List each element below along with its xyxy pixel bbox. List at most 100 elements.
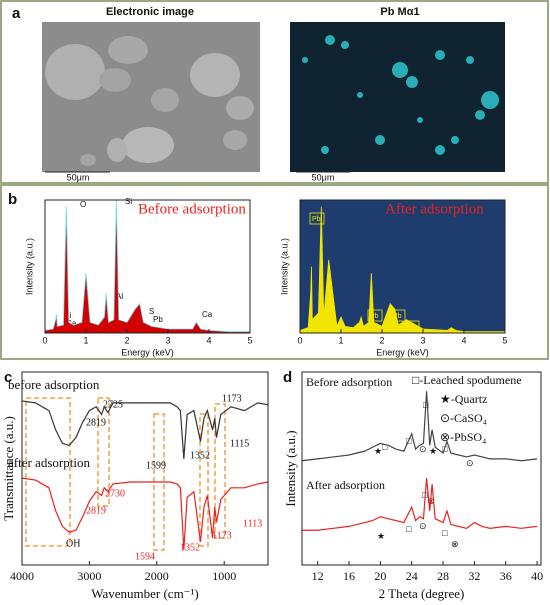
highlight-boxes bbox=[25, 397, 226, 551]
spectrum-line bbox=[21, 400, 269, 459]
x-tick-label: 32 bbox=[468, 569, 480, 583]
peak-label-box bbox=[367, 309, 383, 322]
peak-annotation: 1173 bbox=[222, 393, 242, 404]
peak-label: Pb bbox=[393, 313, 402, 320]
x-tick-label: 4000 bbox=[10, 569, 34, 583]
svg-text:⊙: ⊙ bbox=[466, 458, 474, 468]
plot-frame bbox=[44, 199, 251, 334]
spectrum-line bbox=[302, 478, 538, 531]
series-label: Before adsorption bbox=[306, 375, 392, 389]
scale-bar-label: 50μm bbox=[67, 172, 90, 182]
x-tick-label: 2 bbox=[379, 335, 384, 345]
x-tick-label: 1 bbox=[338, 335, 343, 345]
peak-label: Pb bbox=[407, 324, 416, 331]
peak-annotation: 1352 bbox=[190, 450, 210, 461]
panel-a-frame bbox=[0, 0, 549, 184]
svg-text:★: ★ bbox=[377, 531, 385, 541]
svg-text:□: □ bbox=[442, 528, 448, 538]
image-title: Pb Mα1 bbox=[380, 6, 419, 18]
spectrum-line bbox=[301, 391, 538, 462]
peak-annotation: 1352 bbox=[180, 542, 200, 553]
panel-b-frame bbox=[0, 184, 549, 360]
peak-label-box bbox=[309, 212, 325, 225]
svg-text:⊗: ⊗ bbox=[451, 539, 459, 549]
peak-label: Si bbox=[125, 197, 132, 206]
x-tick-label: 2 bbox=[124, 335, 129, 345]
svg-text:⊙: ⊙ bbox=[419, 444, 427, 454]
svg-text:★: ★ bbox=[374, 446, 382, 456]
spectrum-line bbox=[21, 477, 269, 550]
series-label: after adsorption bbox=[8, 455, 90, 470]
x-tick-label: 28 bbox=[437, 569, 449, 583]
panel-label: b bbox=[8, 191, 17, 208]
x-axis-label: Energy (keV) bbox=[376, 347, 429, 357]
x-tick-label: 4 bbox=[206, 335, 211, 345]
peak-annotation: OH bbox=[66, 538, 80, 549]
legend-entry: □-Leached spodumene bbox=[412, 373, 522, 387]
y-axis-label: Intensity (a.u.) bbox=[283, 430, 298, 506]
peak-label: O bbox=[80, 200, 86, 209]
scale-bar-label: 50μm bbox=[312, 172, 335, 182]
y-axis-label: Transmittance (a.u.) bbox=[1, 416, 16, 521]
svg-text:□: □ bbox=[382, 442, 388, 452]
plot-frame bbox=[21, 371, 269, 566]
peak-label: Ca bbox=[202, 310, 213, 319]
legend-entry: ⊗-PbSO₄ bbox=[440, 430, 486, 444]
x-tick-label: 3 bbox=[165, 335, 170, 345]
panel-label: c bbox=[4, 369, 12, 386]
image-title: Electronic image bbox=[106, 6, 194, 18]
x-tick-label: 0 bbox=[297, 335, 302, 345]
peak-label: Pb bbox=[312, 216, 321, 223]
peak-annotation: 2725 bbox=[103, 399, 123, 410]
peak-label-box bbox=[404, 320, 420, 333]
x-tick-label: 12 bbox=[312, 569, 324, 583]
plot-frame bbox=[299, 199, 506, 334]
peak-annotation: 2730 bbox=[105, 488, 125, 499]
x-tick-label: 5 bbox=[502, 335, 507, 345]
x-tick-label: 3 bbox=[420, 335, 425, 345]
x-tick-label: 5 bbox=[247, 335, 252, 345]
x-axis-label: 2 Theta (degree) bbox=[379, 586, 465, 601]
peak-annotation: 1599 bbox=[146, 460, 166, 471]
svg-text:⊙: ⊙ bbox=[419, 521, 427, 531]
legend-entry: ⊙-CaSO₄ bbox=[440, 411, 487, 425]
x-tick-label: 4 bbox=[461, 335, 466, 345]
x-axis-label: Wavenumber (cm⁻¹) bbox=[91, 586, 199, 601]
x-tick-label: 0 bbox=[42, 335, 47, 345]
x-tick-label: 3000 bbox=[77, 569, 101, 583]
y-axis-label: Intensity (a.u.) bbox=[279, 238, 289, 295]
peak-label: Pb bbox=[370, 313, 379, 320]
x-tick-label: 20 bbox=[374, 569, 386, 583]
panel-label: a bbox=[12, 5, 21, 22]
peak-annotation: 1594 bbox=[135, 551, 155, 562]
peak-label-box bbox=[390, 309, 406, 322]
annotation: Before adsorption bbox=[138, 201, 246, 217]
legend-entry: ★-Quartz bbox=[440, 392, 487, 406]
peak-label: S bbox=[149, 307, 154, 316]
peak-annotation: 1115 bbox=[230, 438, 249, 449]
sem-image bbox=[42, 22, 260, 172]
pb-map-image bbox=[290, 22, 505, 172]
svg-text:★: ★ bbox=[429, 446, 437, 456]
x-axis-label: Energy (keV) bbox=[121, 347, 174, 357]
peak-label: Al bbox=[116, 292, 123, 301]
x-tick-label: 40 bbox=[531, 569, 543, 583]
spectrum-area bbox=[299, 206, 506, 334]
annotation: After adsorption bbox=[385, 201, 484, 217]
peak-annotation: 2819 bbox=[86, 505, 106, 516]
x-tick-label: 24 bbox=[406, 569, 418, 583]
peak-annotation: 1173 bbox=[212, 530, 232, 541]
x-tick-label: 16 bbox=[343, 569, 355, 583]
peak-label: Pb bbox=[153, 315, 163, 324]
x-tick-label: 1000 bbox=[212, 569, 236, 583]
panel-label: d bbox=[283, 369, 292, 386]
spectrum-area bbox=[44, 199, 251, 334]
x-tick-label: 1 bbox=[83, 335, 88, 345]
svg-text:□: □ bbox=[406, 524, 412, 534]
peak-annotation: 2819 bbox=[86, 417, 106, 428]
x-tick-label: 2000 bbox=[145, 569, 169, 583]
y-axis-label: Intensity (a.u.) bbox=[24, 238, 34, 295]
plot-frame bbox=[301, 371, 542, 566]
series-label: before adsorption bbox=[8, 377, 100, 392]
